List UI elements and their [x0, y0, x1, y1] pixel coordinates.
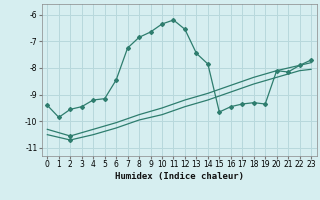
X-axis label: Humidex (Indice chaleur): Humidex (Indice chaleur)	[115, 172, 244, 181]
